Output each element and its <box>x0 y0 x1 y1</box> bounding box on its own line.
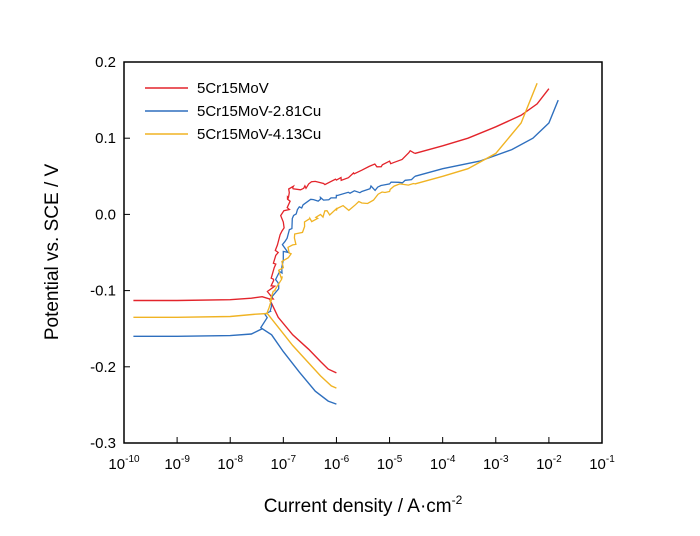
x-tick-label: 10-8 <box>217 454 243 473</box>
x-tick-label: 10-2 <box>536 454 562 473</box>
legend-label: 5Cr15MoV-4.13Cu <box>197 126 321 143</box>
series-line-anodic-5cr15mov <box>414 88 550 155</box>
legend: 5Cr15MoV 5Cr15MoV-2.81Cu 5Cr15MoV-4.13Cu <box>145 80 321 143</box>
x-axis-title: Current density / A·cm-2 <box>264 493 463 517</box>
legend-label: 5Cr15MoV-2.81Cu <box>197 103 321 120</box>
series-line-cathodic-5cr15mov <box>133 295 337 374</box>
plot-frame <box>123 61 603 444</box>
y-axis-title: Potential vs. SCE / V <box>42 163 63 340</box>
series-line-anodic-5cr15mov-2-81cu <box>414 99 559 177</box>
series-line-anodic-noisy-5cr15mov-2-81cu <box>259 175 416 330</box>
legend-label: 5Cr15MoV <box>197 80 269 97</box>
x-axis-title-superscript: -2 <box>452 493 463 507</box>
series-layer <box>133 83 559 405</box>
x-tick-label: 10-5 <box>377 454 403 473</box>
y-axis-ticks: -0.3 -0.2 -0.1 0.0 0.1 0.2 <box>90 54 130 452</box>
x-tick-label: 10-4 <box>430 454 456 473</box>
x-tick-label: 10-1 <box>589 454 615 473</box>
x-tick-label: 10-3 <box>483 454 509 473</box>
x-axis-ticks: 10-10 10-9 10-8 10-7 10-6 10-5 10-4 10-3 10-2 10-… <box>108 437 615 473</box>
y-tick-label: -0.1 <box>90 283 116 300</box>
series-line-anodic-noisy-5cr15mov-4-13cu <box>266 182 416 314</box>
y-tick-label: 0.2 <box>95 54 116 71</box>
y-tick-label: 0.1 <box>95 130 116 147</box>
series-line-cathodic-5cr15mov-2-81cu <box>133 327 337 405</box>
y-tick-label: 0.0 <box>95 206 116 223</box>
y-tick-label: -0.2 <box>90 359 116 376</box>
y-tick-label: -0.3 <box>90 435 116 452</box>
series-line-cathodic-5cr15mov-4-13cu <box>133 312 337 389</box>
x-tick-label: 10-6 <box>324 454 350 473</box>
x-tick-label: 10-10 <box>108 454 140 473</box>
series-line-anodic-noisy-5cr15mov <box>266 149 416 300</box>
x-tick-label: 10-7 <box>271 454 297 473</box>
series-line-anodic-5cr15mov-4-13cu <box>414 83 538 185</box>
x-tick-label: 10-9 <box>164 454 190 473</box>
